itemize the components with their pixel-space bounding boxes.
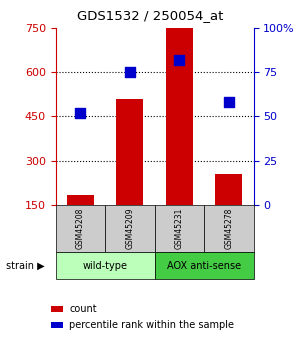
Text: strain ▶: strain ▶ [6, 261, 45, 270]
Bar [215, 174, 242, 205]
Point [78, 110, 83, 116]
Text: AOX anti-sense: AOX anti-sense [167, 261, 241, 270]
Text: GDS1532 / 250054_at: GDS1532 / 250054_at [77, 9, 223, 22]
Text: GSM45231: GSM45231 [175, 208, 184, 249]
Text: GSM45278: GSM45278 [224, 208, 233, 249]
Text: GSM45209: GSM45209 [125, 208, 134, 249]
Bar [166, 28, 193, 205]
Text: wild-type: wild-type [82, 261, 128, 270]
Bar [116, 99, 143, 205]
Bar [67, 195, 94, 205]
Point [226, 99, 231, 105]
Point [177, 57, 182, 62]
Text: GSM45208: GSM45208 [76, 208, 85, 249]
Text: percentile rank within the sample: percentile rank within the sample [69, 320, 234, 330]
Text: count: count [69, 304, 97, 314]
Point [128, 69, 132, 75]
